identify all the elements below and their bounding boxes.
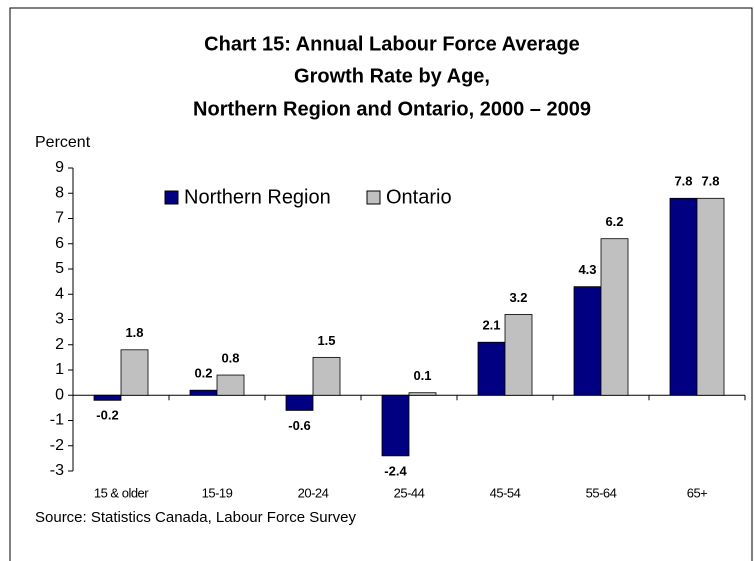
- y-tick-label: 0: [55, 386, 64, 403]
- x-tick-label: 25-44: [394, 485, 425, 500]
- y-tick-label: 7: [55, 210, 64, 227]
- y-tick-label: 8: [55, 184, 64, 201]
- y-tick-label: 1: [55, 361, 64, 378]
- x-tick-label: 55-64: [586, 485, 617, 500]
- x-tick-label: 15 & older: [94, 485, 149, 500]
- bar: [696, 197, 725, 396]
- bar: [312, 356, 341, 396]
- chart-title: Growth Rate by Age,: [294, 65, 490, 87]
- data-label: 3.2: [509, 290, 527, 305]
- data-label: 1.8: [125, 325, 143, 340]
- chart-title: Chart 15: Annual Labour Force Average: [204, 33, 580, 55]
- data-label: -0.2: [96, 408, 118, 423]
- bar: [477, 341, 506, 396]
- bar: [120, 349, 149, 396]
- data-label: 0.8: [221, 350, 239, 365]
- data-label: 0.2: [194, 366, 212, 381]
- legend-label: Northern Region: [184, 186, 331, 208]
- bar: [504, 314, 533, 396]
- y-tick-label: 4: [55, 285, 64, 302]
- data-label: -0.6: [288, 418, 310, 433]
- data-label: 6.2: [605, 214, 623, 229]
- bar: [93, 394, 122, 401]
- y-axis-label: Percent: [35, 134, 91, 151]
- source-note: Source: Statistics Canada, Labour Force …: [35, 509, 356, 526]
- legend-swatch: [366, 190, 381, 205]
- bar: [408, 392, 437, 396]
- x-tick-label: 65+: [687, 485, 708, 500]
- y-tick-label: 3: [55, 311, 64, 328]
- legend-swatch: [164, 190, 179, 205]
- chart-frame: [9, 7, 753, 561]
- data-label: -2.4: [384, 463, 407, 478]
- bar: [285, 394, 314, 411]
- x-tick-label: 15-19: [202, 485, 233, 500]
- x-tick-label: 45-54: [490, 485, 521, 500]
- chart-title: Northern Region and Ontario, 2000 – 2009: [193, 98, 591, 120]
- y-tick-label: -3: [50, 462, 64, 479]
- bar: [189, 389, 218, 396]
- data-label: 4.3: [578, 262, 596, 277]
- bar: [381, 394, 410, 457]
- data-label: 1.5: [317, 333, 335, 348]
- y-tick-label: 2: [55, 336, 64, 353]
- bar: [669, 197, 698, 396]
- data-label: 7.8: [701, 174, 719, 189]
- y-tick-label: -2: [50, 437, 64, 454]
- x-tick-label: 20-24: [298, 485, 329, 500]
- data-label: 2.1: [482, 318, 500, 333]
- bar: [216, 374, 245, 396]
- y-tick-label: -1: [50, 412, 64, 429]
- bar: [573, 286, 602, 396]
- data-label: 7.8: [674, 174, 692, 189]
- y-tick-label: 9: [55, 159, 64, 176]
- bar: [600, 238, 629, 396]
- y-tick-label: 6: [55, 235, 64, 252]
- data-label: 0.1: [413, 368, 431, 383]
- legend-label: Ontario: [386, 186, 452, 208]
- y-tick-label: 5: [55, 260, 64, 277]
